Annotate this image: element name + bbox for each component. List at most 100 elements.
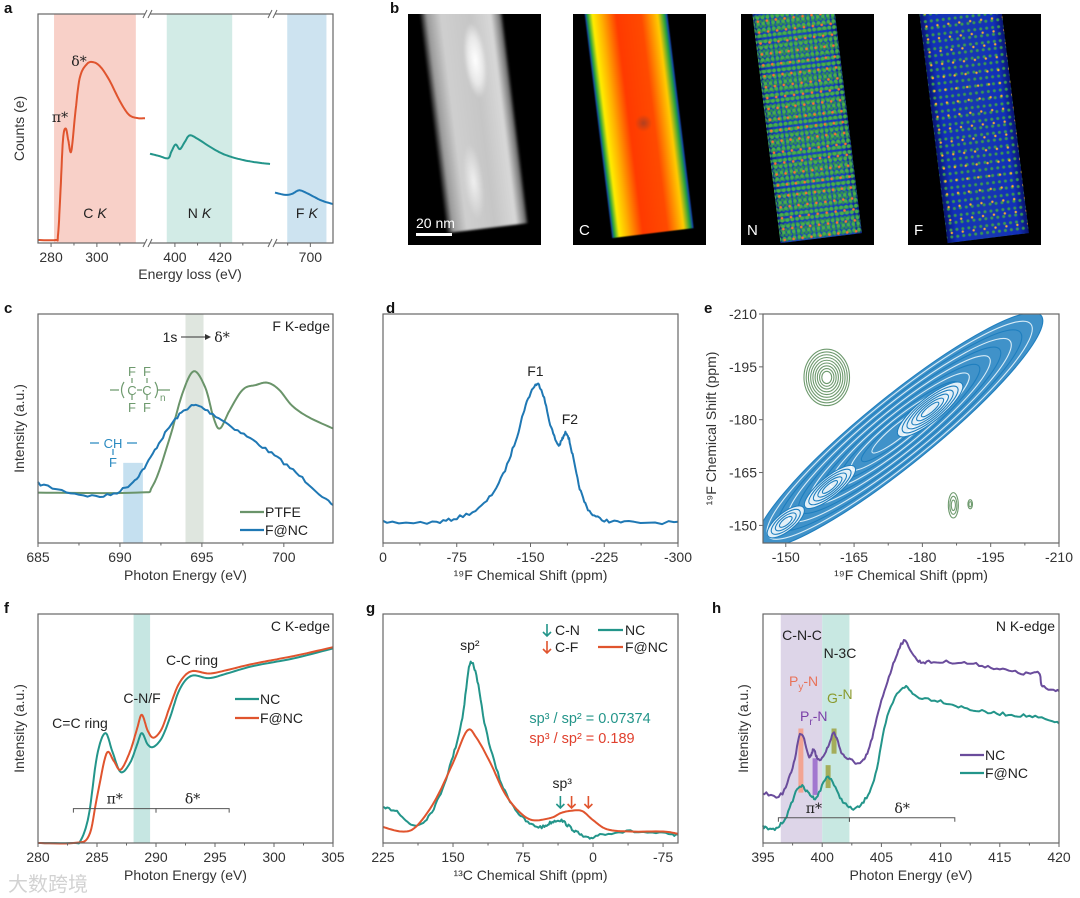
species-sub: r <box>809 717 813 728</box>
chf-group: CH <box>104 436 123 451</box>
x-tick-label: 410 <box>929 849 953 865</box>
axis-break-gap <box>270 240 275 246</box>
f-highlight-band <box>133 614 151 843</box>
x-tick-label: 695 <box>190 549 214 565</box>
f-legend-item: NC <box>235 691 280 707</box>
g-x-axis-label: ¹³C Chemical Shift (ppm) <box>453 867 607 883</box>
fluorine-signal <box>917 14 1029 244</box>
y-tick-label: -195 <box>729 359 757 375</box>
legend-label: NC <box>260 691 280 707</box>
down-arrow-icon <box>542 624 552 638</box>
axis-break-mark <box>267 9 278 19</box>
contour-core <box>804 465 856 509</box>
contour-line <box>950 499 956 512</box>
sp3-label: sp³ <box>553 775 573 791</box>
x-tick-label: 420 <box>209 249 233 265</box>
eels-curve <box>149 134 271 165</box>
fluorine-atom: F <box>128 400 136 415</box>
g-legend-item: F@NC <box>598 639 668 655</box>
transition-to: δ* <box>214 330 229 346</box>
carbon-map: C <box>573 14 706 245</box>
c-highlight-band <box>123 462 143 543</box>
contour-line <box>968 501 973 508</box>
legend-label: F@NC <box>260 710 303 726</box>
x-tick-label: 280 <box>26 849 50 865</box>
down-arrow-icon <box>583 796 593 810</box>
bracket-label: π* <box>107 792 123 808</box>
contour-line <box>812 359 842 396</box>
x-tick-label: 685 <box>26 549 50 565</box>
e-x-axis-label: ¹⁹F Chemical Shift (ppm) <box>834 567 988 583</box>
feature-label: C-N/F <box>123 690 160 706</box>
eels-curve <box>38 60 146 242</box>
panel-label: f <box>4 600 10 617</box>
x-tick-label: 400 <box>163 249 187 265</box>
contour-line <box>949 495 958 515</box>
g-plot-frame <box>382 613 679 844</box>
c-x-axis-label: Photon Energy (eV) <box>124 567 247 583</box>
axis-break-mark <box>142 9 153 19</box>
spectrum-fnc <box>38 646 334 845</box>
bracket-label: δ* <box>185 792 200 808</box>
axis-break-mark <box>267 238 278 248</box>
contour-line <box>916 397 945 422</box>
x-tick-label: 700 <box>299 249 323 265</box>
contour-plot <box>763 314 1044 543</box>
edge-band <box>166 14 233 243</box>
contour-line <box>774 512 797 532</box>
h-legend-item: F@NC <box>960 765 1028 781</box>
fluorine-atom: F <box>143 364 151 379</box>
panel-label: c <box>4 300 12 317</box>
x-tick-label: 420 <box>1047 849 1071 865</box>
species-marker <box>831 728 837 754</box>
fluorine-map: F <box>908 14 1041 245</box>
delta-star-label: δ* <box>71 54 86 70</box>
nitrogen-signal <box>750 14 862 244</box>
x-tick-label: 400 <box>811 849 835 865</box>
contour-line <box>807 354 846 401</box>
g-legend-item: NC <box>598 622 645 638</box>
species-main: G <box>827 690 838 706</box>
x-tick-label: 0 <box>379 549 387 565</box>
element-symbol: C <box>83 205 93 221</box>
panel-label: e <box>704 300 712 317</box>
contour-line <box>901 385 959 434</box>
down-arrow-icon <box>555 796 565 810</box>
marker-legend-label: C-N <box>555 622 580 638</box>
species-rest: -N <box>838 686 853 702</box>
x-tick-label: -150 <box>772 549 800 565</box>
y-tick-label: -150 <box>729 517 757 533</box>
contour-line <box>812 472 848 502</box>
spectrum-fnc <box>37 403 334 506</box>
legend-label: PTFE <box>265 504 301 520</box>
contour-line <box>967 499 974 510</box>
contour-line <box>803 464 857 510</box>
panel-label: h <box>712 600 721 617</box>
marker-legend-label: C-F <box>555 639 578 655</box>
x-tick-label: -300 <box>664 549 692 565</box>
map-label-c: C <box>579 222 590 239</box>
x-tick-label: 700 <box>272 549 296 565</box>
y-axis-label: Intensity (a.u.) <box>11 384 27 473</box>
contour-line <box>803 348 851 407</box>
chf-bonds <box>90 442 137 455</box>
legend-label: F@NC <box>985 765 1028 781</box>
map-label-f: F <box>914 222 924 239</box>
panel-label: g <box>366 600 375 617</box>
contour-line <box>816 365 837 390</box>
spectrum-nc <box>38 647 334 845</box>
nanofiber-band <box>417 14 529 234</box>
x-tick-label: 415 <box>988 849 1012 865</box>
h-x-axis-label: Photon Energy (eV) <box>850 867 973 883</box>
contour-line <box>821 370 833 385</box>
x-tick-label: -195 <box>977 549 1005 565</box>
down-arrow-icon <box>542 641 552 655</box>
x-tick-label: 690 <box>108 549 132 565</box>
c-legend-item: PTFE <box>240 504 301 520</box>
f-x-axis-label: Photon Energy (eV) <box>124 867 247 883</box>
19f-nmr-spectrum <box>382 382 679 526</box>
shell-symbol: K <box>97 205 107 221</box>
c-plot-frame <box>37 313 334 544</box>
shell-symbol: K <box>308 205 318 221</box>
